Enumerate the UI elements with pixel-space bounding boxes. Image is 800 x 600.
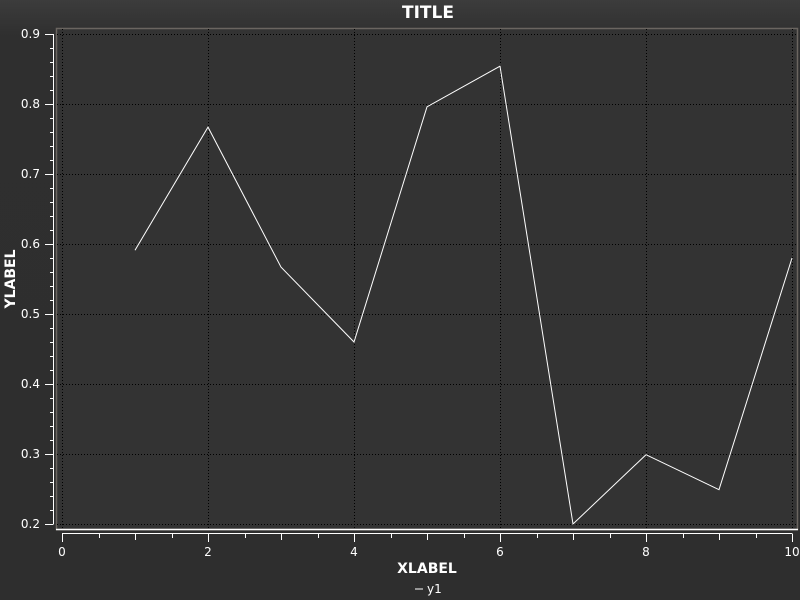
x-axis-label: XLABEL <box>397 561 457 577</box>
legend-label-y1: y1 <box>427 582 442 596</box>
x-tick-label: 8 <box>642 545 650 559</box>
y-tick-label: 0.7 <box>21 167 40 181</box>
y-tick-label: 0.4 <box>21 377 40 391</box>
legend[interactable]: y1 <box>415 582 442 596</box>
y-tick-label: 0.8 <box>21 97 40 111</box>
x-tick-label: 2 <box>204 545 212 559</box>
x-tick-label: 4 <box>350 545 358 559</box>
y-tick-label: 0.5 <box>21 307 40 321</box>
chart-title: TITLE <box>402 3 454 23</box>
y-tick-label: 0.9 <box>21 27 40 41</box>
x-tick-label: 0 <box>58 545 66 559</box>
axes: 0.2 0.3 0.4 0.5 0.6 0.7 0.8 0.9 0 2 4 6 8 10 <box>21 27 800 559</box>
plot-canvas <box>55 27 799 531</box>
x-tick-label: 6 <box>496 545 504 559</box>
series-layer <box>134 65 793 526</box>
y-axis-label: YLABEL <box>3 249 19 309</box>
y-tick-label: 0.6 <box>21 237 40 251</box>
x-tick-label: 10 <box>784 545 799 559</box>
series-line-y1 <box>134 65 793 526</box>
y-tick-label: 0.3 <box>21 447 40 461</box>
y-tick-label: 0.2 <box>21 517 40 531</box>
